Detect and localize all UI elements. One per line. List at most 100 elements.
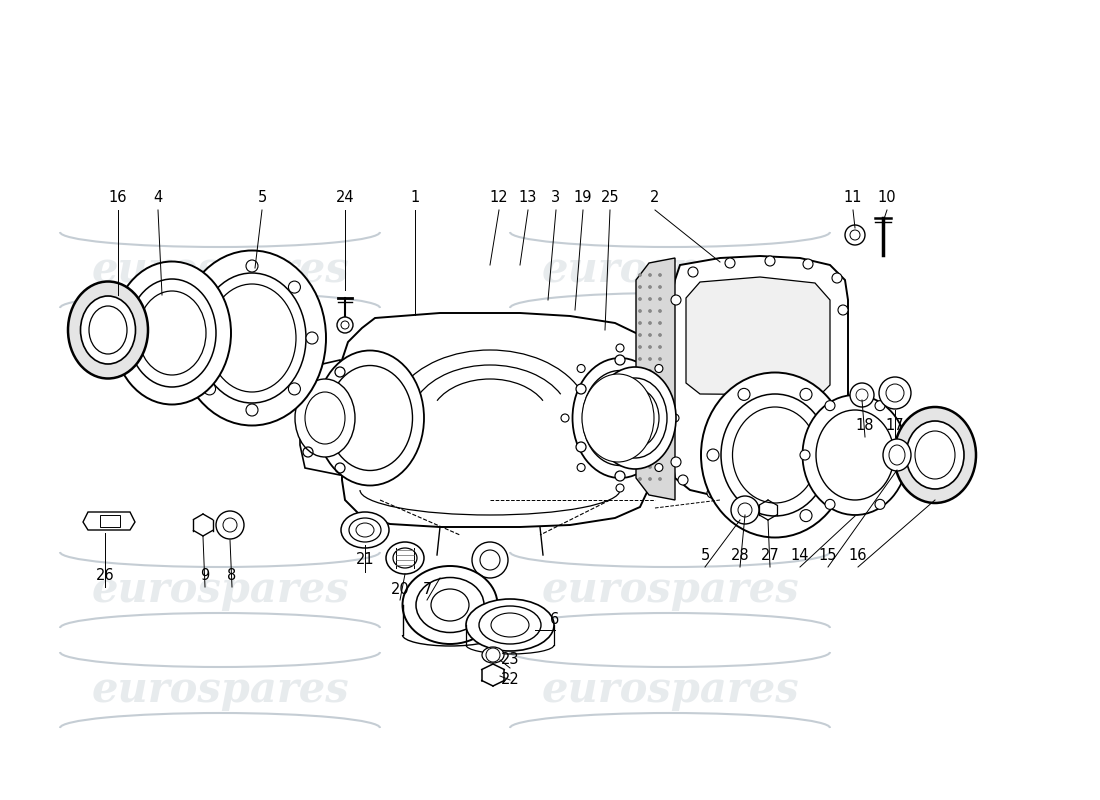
Ellipse shape <box>883 439 911 471</box>
Circle shape <box>659 358 661 361</box>
Circle shape <box>659 394 661 397</box>
Circle shape <box>638 382 641 385</box>
Ellipse shape <box>128 279 216 387</box>
Ellipse shape <box>113 262 231 405</box>
Circle shape <box>638 298 641 301</box>
Circle shape <box>246 260 258 272</box>
Circle shape <box>649 418 651 421</box>
Circle shape <box>800 388 812 400</box>
Text: 13: 13 <box>519 190 537 206</box>
Ellipse shape <box>295 379 355 457</box>
Ellipse shape <box>349 518 381 542</box>
Text: 12: 12 <box>490 190 508 206</box>
Text: 7: 7 <box>422 582 431 598</box>
Circle shape <box>638 454 641 457</box>
Circle shape <box>246 404 258 416</box>
Circle shape <box>638 334 641 337</box>
Circle shape <box>649 274 651 277</box>
Circle shape <box>649 454 651 457</box>
Ellipse shape <box>582 374 654 462</box>
Circle shape <box>900 450 910 460</box>
Text: 8: 8 <box>228 567 236 582</box>
Ellipse shape <box>816 410 894 500</box>
Circle shape <box>616 344 624 352</box>
Ellipse shape <box>386 542 424 574</box>
Circle shape <box>659 382 661 385</box>
Circle shape <box>649 370 651 373</box>
Circle shape <box>638 406 641 409</box>
Circle shape <box>856 389 868 401</box>
Text: eurospares: eurospares <box>91 669 349 711</box>
Circle shape <box>659 310 661 313</box>
Ellipse shape <box>894 407 976 503</box>
Circle shape <box>288 383 300 395</box>
Text: eurospares: eurospares <box>541 669 799 711</box>
Ellipse shape <box>491 613 529 637</box>
Circle shape <box>659 286 661 289</box>
Circle shape <box>659 322 661 325</box>
Text: eurospares: eurospares <box>541 569 799 611</box>
Circle shape <box>707 488 717 498</box>
Polygon shape <box>300 360 342 475</box>
Ellipse shape <box>208 284 296 392</box>
Text: 17: 17 <box>886 418 904 433</box>
Circle shape <box>659 370 661 373</box>
Text: eurospares: eurospares <box>541 249 799 291</box>
Text: 16: 16 <box>109 190 128 206</box>
Circle shape <box>638 430 641 433</box>
Text: 25: 25 <box>601 190 619 206</box>
Circle shape <box>886 384 904 402</box>
Circle shape <box>659 478 661 481</box>
Circle shape <box>649 442 651 445</box>
Circle shape <box>576 442 586 452</box>
Circle shape <box>288 281 300 293</box>
Circle shape <box>223 518 236 532</box>
Text: 24: 24 <box>336 190 354 206</box>
Circle shape <box>659 466 661 469</box>
Ellipse shape <box>583 370 658 466</box>
Circle shape <box>764 256 776 266</box>
Circle shape <box>659 346 661 349</box>
Circle shape <box>832 273 842 283</box>
Ellipse shape <box>80 296 135 364</box>
Circle shape <box>659 334 661 337</box>
Text: 14: 14 <box>791 547 810 562</box>
Circle shape <box>576 384 586 394</box>
Circle shape <box>186 332 198 344</box>
Circle shape <box>649 298 651 301</box>
Circle shape <box>204 383 216 395</box>
Ellipse shape <box>889 445 905 465</box>
Text: 3: 3 <box>551 190 561 206</box>
Ellipse shape <box>416 578 484 633</box>
Circle shape <box>800 450 810 460</box>
Circle shape <box>835 465 845 475</box>
Ellipse shape <box>305 392 345 444</box>
Circle shape <box>671 457 681 467</box>
Circle shape <box>659 430 661 433</box>
Text: 19: 19 <box>574 190 592 206</box>
Ellipse shape <box>466 599 554 651</box>
Circle shape <box>825 401 835 410</box>
Ellipse shape <box>316 350 424 486</box>
Circle shape <box>649 430 651 433</box>
Text: eurospares: eurospares <box>91 249 349 291</box>
Circle shape <box>707 449 719 461</box>
Circle shape <box>732 496 759 524</box>
Ellipse shape <box>89 306 127 354</box>
Ellipse shape <box>393 548 417 568</box>
Ellipse shape <box>906 421 964 489</box>
Circle shape <box>659 454 661 457</box>
Ellipse shape <box>68 282 148 378</box>
Ellipse shape <box>328 366 412 470</box>
Circle shape <box>838 305 848 315</box>
Circle shape <box>874 499 886 510</box>
Circle shape <box>638 418 641 421</box>
Ellipse shape <box>803 395 908 515</box>
Circle shape <box>800 510 812 522</box>
Circle shape <box>638 478 641 481</box>
Circle shape <box>820 482 830 492</box>
Text: eurospares: eurospares <box>91 569 349 611</box>
Circle shape <box>850 383 875 407</box>
Text: 15: 15 <box>818 547 837 562</box>
Ellipse shape <box>701 373 849 538</box>
